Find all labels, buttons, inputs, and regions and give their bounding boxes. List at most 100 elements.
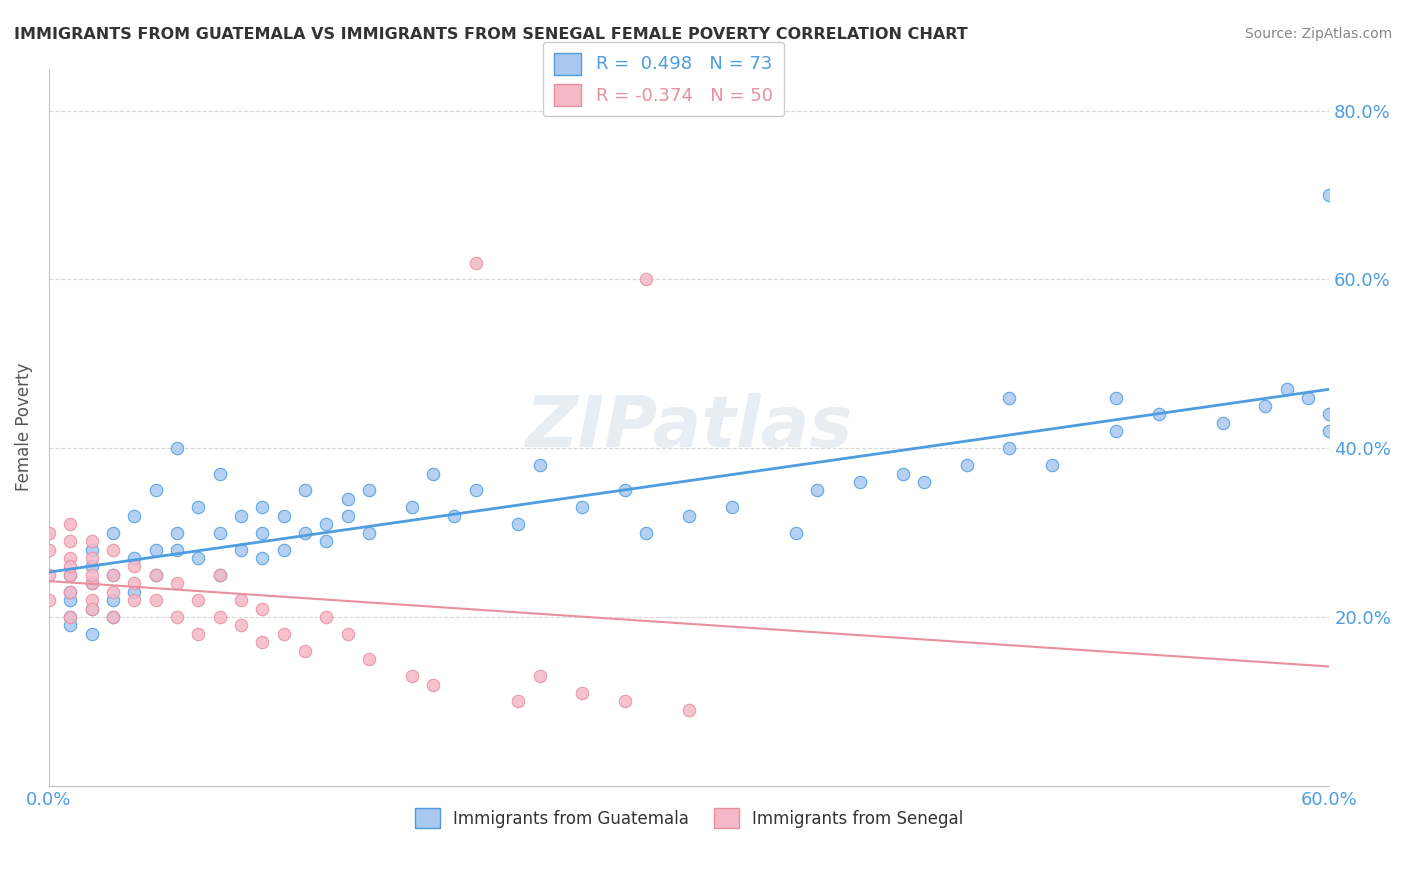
- Point: [785, 525, 807, 540]
- Point: [422, 677, 444, 691]
- Point: [166, 542, 188, 557]
- Point: [229, 618, 252, 632]
- Point: [101, 567, 124, 582]
- Point: [1254, 399, 1277, 413]
- Point: [80, 534, 103, 549]
- Point: [145, 567, 167, 582]
- Point: [273, 508, 295, 523]
- Text: Source: ZipAtlas.com: Source: ZipAtlas.com: [1244, 27, 1392, 41]
- Point: [252, 500, 274, 515]
- Point: [187, 500, 209, 515]
- Point: [1105, 425, 1128, 439]
- Point: [315, 534, 337, 549]
- Point: [124, 576, 146, 591]
- Point: [101, 525, 124, 540]
- Point: [101, 584, 124, 599]
- Point: [38, 542, 60, 557]
- Point: [401, 669, 423, 683]
- Point: [678, 703, 700, 717]
- Point: [998, 391, 1021, 405]
- Point: [636, 272, 658, 286]
- Point: [336, 508, 359, 523]
- Point: [998, 442, 1021, 456]
- Point: [849, 475, 872, 489]
- Point: [80, 576, 103, 591]
- Point: [1040, 458, 1063, 472]
- Point: [294, 525, 316, 540]
- Point: [166, 610, 188, 624]
- Point: [571, 686, 593, 700]
- Point: [252, 601, 274, 615]
- Text: ZIPatlas: ZIPatlas: [526, 392, 853, 462]
- Point: [38, 525, 60, 540]
- Point: [145, 542, 167, 557]
- Point: [614, 694, 637, 708]
- Point: [336, 627, 359, 641]
- Point: [401, 500, 423, 515]
- Point: [720, 500, 742, 515]
- Point: [208, 610, 231, 624]
- Point: [208, 467, 231, 481]
- Point: [101, 542, 124, 557]
- Point: [80, 601, 103, 615]
- Point: [59, 584, 82, 599]
- Point: [208, 567, 231, 582]
- Point: [145, 483, 167, 498]
- Point: [357, 652, 380, 666]
- Point: [80, 576, 103, 591]
- Point: [80, 567, 103, 582]
- Point: [614, 483, 637, 498]
- Point: [891, 467, 914, 481]
- Point: [166, 576, 188, 591]
- Legend: Immigrants from Guatemala, Immigrants from Senegal: Immigrants from Guatemala, Immigrants fr…: [408, 801, 970, 835]
- Point: [208, 525, 231, 540]
- Point: [145, 567, 167, 582]
- Point: [124, 551, 146, 566]
- Point: [422, 467, 444, 481]
- Point: [124, 584, 146, 599]
- Point: [443, 508, 465, 523]
- Point: [315, 517, 337, 532]
- Point: [59, 534, 82, 549]
- Point: [187, 551, 209, 566]
- Point: [357, 483, 380, 498]
- Point: [80, 627, 103, 641]
- Point: [294, 644, 316, 658]
- Point: [273, 542, 295, 557]
- Point: [1296, 391, 1319, 405]
- Point: [912, 475, 935, 489]
- Point: [1147, 408, 1170, 422]
- Point: [80, 593, 103, 607]
- Point: [145, 593, 167, 607]
- Point: [508, 517, 530, 532]
- Point: [1275, 382, 1298, 396]
- Point: [124, 559, 146, 574]
- Point: [294, 483, 316, 498]
- Point: [273, 627, 295, 641]
- Point: [59, 567, 82, 582]
- Point: [59, 610, 82, 624]
- Point: [357, 525, 380, 540]
- Point: [336, 491, 359, 506]
- Point: [464, 255, 486, 269]
- Point: [59, 610, 82, 624]
- Point: [252, 525, 274, 540]
- Point: [59, 593, 82, 607]
- Point: [80, 542, 103, 557]
- Point: [1105, 391, 1128, 405]
- Point: [101, 610, 124, 624]
- Point: [124, 508, 146, 523]
- Point: [229, 542, 252, 557]
- Point: [59, 517, 82, 532]
- Point: [229, 508, 252, 523]
- Point: [1317, 425, 1340, 439]
- Point: [124, 593, 146, 607]
- Point: [101, 593, 124, 607]
- Point: [464, 483, 486, 498]
- Point: [1317, 408, 1340, 422]
- Point: [678, 508, 700, 523]
- Point: [101, 567, 124, 582]
- Point: [252, 635, 274, 649]
- Point: [252, 551, 274, 566]
- Point: [636, 525, 658, 540]
